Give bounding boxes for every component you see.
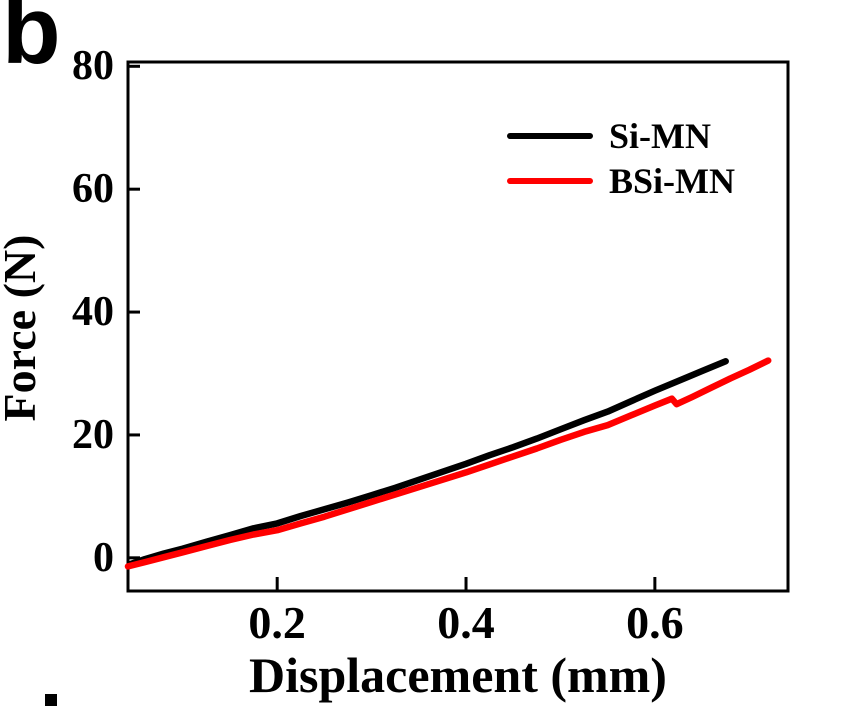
legend-label-si-mn: Si-MN <box>609 115 711 156</box>
y-axis-title: Force (N) <box>0 234 45 422</box>
legend-row-si-mn: Si-MN <box>507 113 735 158</box>
bsi-mn-line-swatch <box>507 177 593 184</box>
legend-label-bsi-mn: BSi-MN <box>609 160 735 201</box>
x-axis-title: Displacement (mm) <box>249 647 667 703</box>
y-tick-label: 60 <box>72 166 114 213</box>
next-panel-label-partial <box>45 694 57 706</box>
series-line-bsi-mn <box>124 357 772 570</box>
legend: Si-MN BSi-MN <box>507 113 735 203</box>
axes-frame <box>126 60 790 593</box>
series-line-si-mn <box>127 357 729 568</box>
y-tick-label: 0 <box>93 534 114 581</box>
x-tick-label: 0.4 <box>437 597 495 648</box>
y-tick-label: 80 <box>72 43 114 90</box>
y-tick-label: 40 <box>72 289 114 336</box>
legend-row-bsi-mn: BSi-MN <box>507 158 735 203</box>
panel-label: b <box>2 0 61 84</box>
x-tick-label: 0.6 <box>626 597 684 648</box>
x-tick-label: 0.2 <box>248 597 306 648</box>
si-mn-line-swatch <box>507 132 593 139</box>
y-tick-label: 20 <box>72 411 114 458</box>
